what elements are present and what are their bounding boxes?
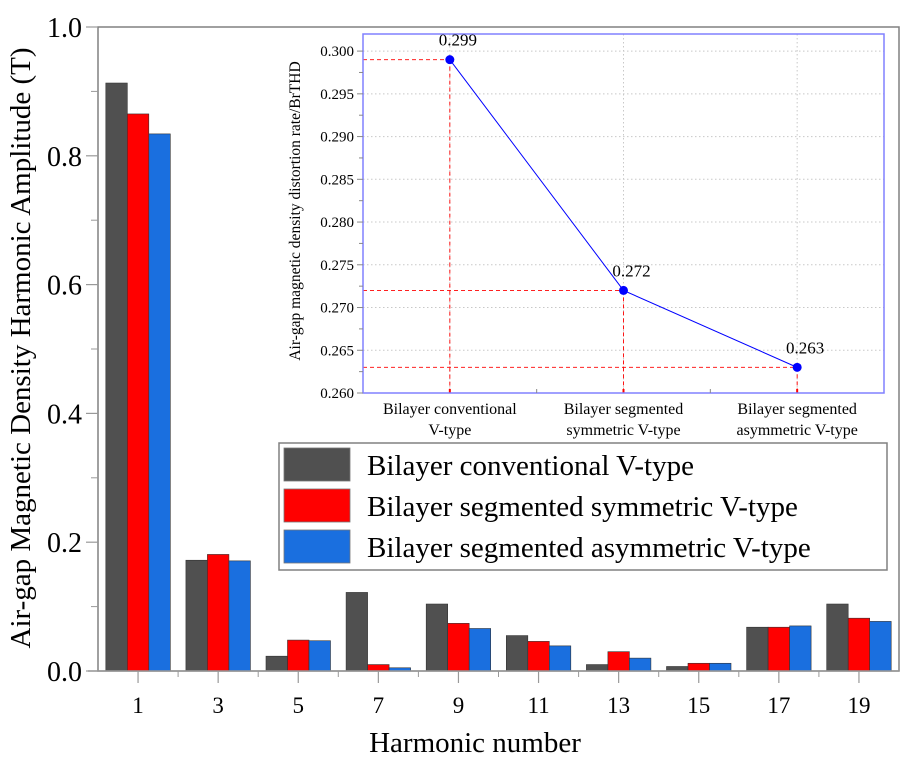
bar-1-harmonic-11 (505, 635, 529, 672)
bar-2-harmonic-7 (367, 664, 390, 672)
bar-3-harmonic-15 (709, 662, 732, 672)
legend-swatch-2 (283, 488, 351, 523)
bar-3-harmonic-17 (789, 625, 812, 672)
bar-1-harmonic-13 (586, 664, 609, 672)
inset-line-chart: 0.260 0.265 0.270 0.275 0.280 0.285 0.290 0.295… (287, 31, 885, 439)
inset-data-label: 0.299 (439, 31, 477, 50)
bar-3-harmonic-11 (548, 645, 572, 672)
inset-data-label: 0.272 (612, 261, 650, 280)
legend-frame (278, 442, 888, 571)
bar-1-harmonic-5 (265, 655, 288, 672)
inset-y-tick-label: 0.260 (320, 386, 354, 402)
inset-y-tick-label: 0.285 (320, 172, 354, 188)
main-bar-chart: 0.00.20.40.60.81.0 1 3 5 7 9 11 13 15 17 19 Harmo… (5, 13, 900, 759)
bar-2-harmonic-15 (687, 662, 710, 672)
inset-plot-frame (362, 33, 885, 394)
bar-3-harmonic-19 (869, 621, 892, 672)
inset-y-tick-label: 0.295 (320, 87, 354, 103)
bar-2-harmonic-11 (527, 641, 550, 672)
main-y-tick-label: 0.4 (47, 399, 82, 430)
main-x-tick-label: 13 (607, 693, 630, 718)
main-x-tick-label: 3 (212, 693, 224, 718)
bar-2-harmonic-5 (287, 639, 310, 672)
bar-2-harmonic-3 (207, 554, 230, 672)
bar-1-harmonic-17 (746, 626, 769, 672)
main-x-tick-label: 7 (373, 693, 385, 718)
legend-label-3: Bilayer segmented asymmetric V-type (367, 532, 811, 564)
main-y-tick-label: 0.0 (47, 657, 82, 688)
main-y-axis: 0.0 0.2 0.4 0.6 0.8 1.0 (47, 13, 98, 688)
inset-y-tick-label: 0.270 (320, 301, 354, 317)
inset-series: 0.299 0.272 0.263 (439, 31, 824, 372)
inset-x-tick-label-line1: Bilayer segmented (737, 401, 857, 418)
bar-2-harmonic-9 (447, 623, 470, 672)
inset-y-axis: 0.260 0.265 0.270 0.275 0.280 0.285 0.290 0.295… (320, 44, 363, 402)
inset-data-point (792, 362, 802, 372)
inset-y-tick-label: 0.280 (320, 215, 354, 231)
main-y-axis-title: Air-gap Magnetic Density Harmonic Amplit… (5, 47, 37, 648)
inset-y-tick-label: 0.275 (320, 258, 354, 274)
bar-2-harmonic-13 (607, 651, 630, 672)
main-y-tick-label: 0.2 (47, 528, 82, 559)
inset-x-tick-label-line2: asymmetric V-type (737, 422, 858, 439)
inset-x-tick-label-line2: V-type (428, 422, 471, 439)
legend-label-1: Bilayer conventional V-type (367, 450, 694, 482)
bar-1-harmonic-3 (185, 559, 208, 672)
bar-2-harmonic-17 (767, 626, 790, 672)
main-x-tick-label: 11 (527, 693, 549, 718)
legend-swatch-3 (283, 529, 351, 564)
main-x-tick-label: 17 (767, 693, 790, 718)
inset-data-point (619, 285, 628, 295)
main-x-tick-label: 1 (132, 693, 144, 718)
main-x-axis: 1 3 5 7 9 11 13 15 17 19 (132, 671, 870, 718)
inset-x-tick-label-line2: symmetric V-type (566, 422, 680, 439)
main-x-tick-label: 5 (293, 693, 305, 718)
inset-guides (363, 59, 799, 393)
legend: Bilayer conventional V-type Bilayer segme… (278, 442, 888, 571)
inset-y-tick-label: 0.290 (320, 130, 354, 146)
main-x-tick-label: 9 (453, 693, 465, 718)
inset-data-point (445, 55, 455, 65)
bar-3-harmonic-5 (308, 640, 331, 672)
bar-1-harmonic-19 (826, 603, 849, 672)
main-x-tick-label: 15 (687, 693, 710, 718)
bar-3-harmonic-3 (228, 560, 251, 672)
main-y-tick-label: 0.6 (47, 271, 82, 302)
main-y-tick-label: 0.8 (47, 142, 82, 173)
legend-label-2: Bilayer segmented symmetric V-type (367, 491, 798, 523)
bar-1-harmonic-7 (345, 592, 368, 672)
bar-1-harmonic-1 (105, 82, 128, 672)
inset-x-tick-label-line1: Bilayer segmented (564, 401, 684, 418)
bar-1-harmonic-9 (425, 603, 449, 672)
bar-2-harmonic-1 (127, 113, 150, 672)
main-y-tick-label: 1.0 (47, 13, 82, 44)
bar-3-harmonic-9 (468, 628, 492, 672)
main-x-axis-title: Harmonic number (369, 727, 581, 759)
inset-y-tick-label: 0.300 (320, 44, 354, 60)
inset-y-tick-label: 0.265 (320, 343, 354, 359)
inset-y-axis-title: Air-gap magnetic density distortion rate… (287, 61, 304, 360)
bar-3-harmonic-13 (629, 657, 652, 672)
main-bars (88, 82, 899, 672)
inset-x-axis: Bilayer conventional V-type Bilayer segmen… (383, 389, 858, 439)
bar-3-harmonic-1 (148, 133, 171, 672)
legend-swatch-1 (283, 447, 351, 482)
main-x-tick-label: 19 (847, 693, 870, 718)
inset-x-tick-label-line1: Bilayer conventional (383, 401, 517, 418)
inset-data-label: 0.263 (786, 338, 824, 357)
bar-2-harmonic-19 (847, 617, 871, 672)
